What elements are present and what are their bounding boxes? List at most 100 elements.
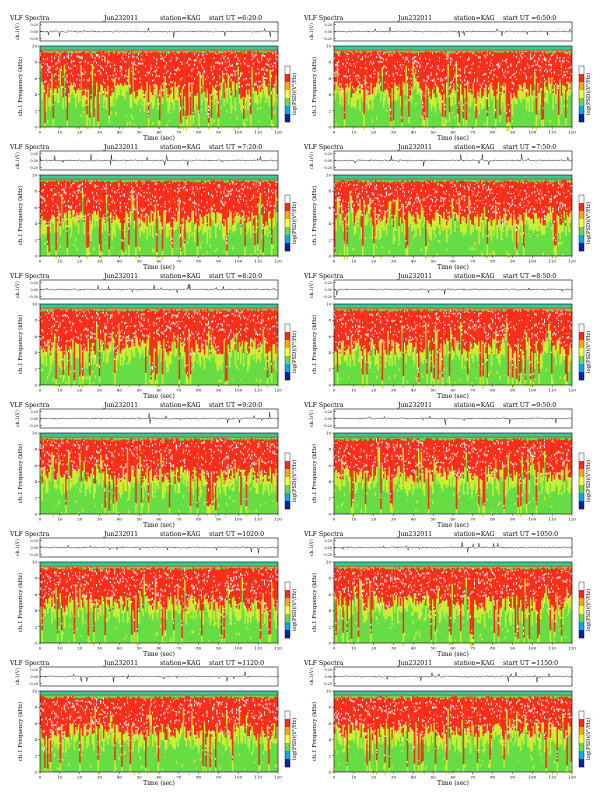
spectrogram-cell <box>110 65 111 68</box>
spectrogram-cell <box>392 73 394 76</box>
spectrogram-cell <box>76 309 78 344</box>
waveform-tick-label: 0.20 <box>30 281 38 285</box>
spectrogram-cell <box>226 88 228 104</box>
spectrogram-cell <box>420 52 423 92</box>
colorbar-segment <box>579 74 584 83</box>
spectrogram-cell <box>156 329 158 331</box>
spectrogram-cell <box>96 185 97 187</box>
spectrogram-cell <box>223 204 225 207</box>
spectrogram-cell <box>454 211 456 214</box>
spectrogram-cell <box>103 342 104 344</box>
spectrogram-cell <box>159 334 160 337</box>
spectrogram-cell <box>196 312 198 315</box>
spectrogram-cell <box>192 114 195 124</box>
spectrogram-cell <box>430 226 433 241</box>
spectrogram-cell <box>41 349 43 364</box>
spectrogram-cell <box>269 204 271 207</box>
spectrogram-cell <box>518 84 521 100</box>
spectrogram-cell <box>128 68 130 70</box>
spectrogram-cell <box>230 95 232 114</box>
spectrogram-cell <box>189 197 191 200</box>
spectrogram-cell <box>139 193 141 196</box>
spectrogram-cell <box>350 195 352 198</box>
spectrogram-cell <box>419 66 421 68</box>
spectrogram-cell <box>509 211 510 215</box>
spectrogram-cell <box>181 223 183 238</box>
spectrogram-cell <box>555 234 557 236</box>
spectrogram-cell <box>208 122 210 127</box>
spectrogram-cell <box>216 91 218 94</box>
spectrogram-cell <box>82 368 83 370</box>
spectrogram-cell <box>251 54 253 57</box>
spectrogram-cell <box>138 192 139 194</box>
spectrogram-cell <box>553 53 556 85</box>
spectrogram-cell <box>273 205 275 207</box>
spectrogram-cell <box>504 76 506 79</box>
spectrogram-cell <box>163 310 165 339</box>
spectrogram-cell <box>182 311 185 344</box>
spectrogram-cell <box>532 223 535 234</box>
spectrogram-cell <box>145 53 147 92</box>
spectrogram-cell <box>100 342 102 346</box>
spectrogram-cell <box>454 92 456 104</box>
spectrogram-cell <box>516 182 518 250</box>
spectrogram-cell <box>84 334 86 336</box>
vlf-panel-svg: VLF Spectra Jun232011 station=KAG start UT … <box>303 15 592 142</box>
spectrogram-cell <box>65 344 67 352</box>
spectrogram-cell <box>122 316 124 318</box>
spectrogram-cell <box>488 76 489 79</box>
spectrogram-cell <box>469 210 471 213</box>
spectrogram-cell <box>107 108 109 110</box>
freq-tick-label: 2 <box>328 237 331 242</box>
spectrogram-cell <box>199 217 202 230</box>
spectrogram-cell <box>146 340 148 357</box>
spectrogram-cell <box>73 182 75 185</box>
spectrogram-cell <box>406 206 408 207</box>
spectrogram-cell <box>457 127 459 129</box>
spectrogram-cell <box>51 55 53 58</box>
spectrogram-cell <box>479 216 482 233</box>
spectrogram-cell <box>271 70 272 72</box>
spectrogram-cell <box>182 115 185 127</box>
spectrogram-cell <box>478 65 480 68</box>
spectrogram-cell <box>201 309 203 343</box>
spectrogram-cell <box>492 54 494 56</box>
panel-date: Jun232011 <box>397 144 432 151</box>
spectrogram-cell <box>196 310 199 344</box>
spectrogram-cell <box>555 60 557 63</box>
spectrogram-cell <box>173 66 174 68</box>
spectrogram-cell <box>364 184 366 186</box>
spectrogram-cell <box>76 90 78 97</box>
spectrogram-cell <box>124 61 125 63</box>
spectrogram-cell <box>149 180 151 223</box>
spectrogram-cell <box>135 77 137 80</box>
spectrogram-cell <box>161 324 163 327</box>
spectrogram-cell <box>397 89 399 100</box>
spectrogram-cell <box>562 220 564 221</box>
spectrogram-cell <box>369 63 370 65</box>
spectrogram-cell <box>72 323 74 326</box>
spectrogram-cell <box>513 73 515 75</box>
spectrogram-cell <box>125 52 127 54</box>
spectrogram-cell <box>525 192 527 195</box>
spectrogram-cell <box>446 219 447 221</box>
spectrogram-cell <box>133 56 135 58</box>
spectrogram-cell <box>210 65 212 69</box>
spectrogram-cell <box>369 182 371 198</box>
spectrogram-cell <box>483 80 485 82</box>
spectrogram-cell <box>79 79 81 81</box>
spectrogram-cell <box>62 309 64 375</box>
spectrogram-cell <box>118 326 120 328</box>
spectrogram-cell <box>397 86 398 88</box>
spectrogram-cell <box>472 225 475 233</box>
spectrogram-cell <box>441 83 443 86</box>
spectrogram-cell <box>82 350 83 353</box>
spectrogram-cell <box>509 91 510 93</box>
spectrogram-cell <box>97 313 99 316</box>
spectrogram-cell <box>427 181 430 223</box>
spectrogram-cell <box>188 57 190 61</box>
spectrogram-cell <box>476 79 478 82</box>
spectrogram-cell <box>107 318 109 321</box>
spectrogram-cell <box>563 210 566 218</box>
spectrogram-cell <box>558 208 559 211</box>
